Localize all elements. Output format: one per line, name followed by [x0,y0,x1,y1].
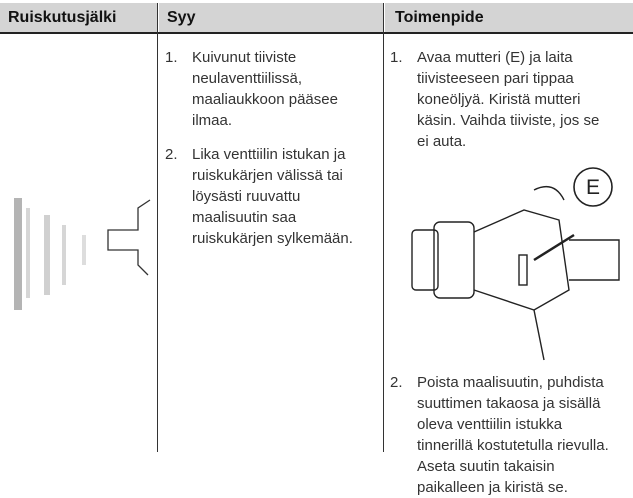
page: Ruiskutusjälki Syy Toimenpide 1. Kuivunu… [0,3,633,496]
figure-label: E [586,176,600,199]
header-text: Toimenpide [395,9,484,26]
item-number: 2. [390,374,403,391]
item-text: Poista maalisuutin, puhdista suuttimen t… [417,374,609,496]
column-rule [157,3,158,452]
spray-gun-figure: E [411,167,620,361]
header-text: Ruiskutusjälki [8,9,117,26]
item-number: 1. [165,49,178,66]
header-rule [0,32,633,34]
header-text: Syy [167,9,196,26]
item-number: 1. [390,49,403,66]
column-rule [383,3,384,452]
header-cell: Toimenpide [385,3,633,32]
header-cell: Syy [159,3,383,32]
item-text: Lika venttiilin istukan ja ruiskukärjen … [192,146,353,247]
item-text: Avaa mutteri (E) ja laita tiivisteeseen … [417,49,600,150]
spray-pattern [14,198,151,310]
nozzle-outline [107,199,151,276]
item-text: Kuivunut tiiviste neulaventtiilissä, maa… [192,49,338,129]
item-number: 2. [165,146,178,163]
header-cell: Ruiskutusjälki [0,3,157,32]
spray-dots [14,198,86,310]
